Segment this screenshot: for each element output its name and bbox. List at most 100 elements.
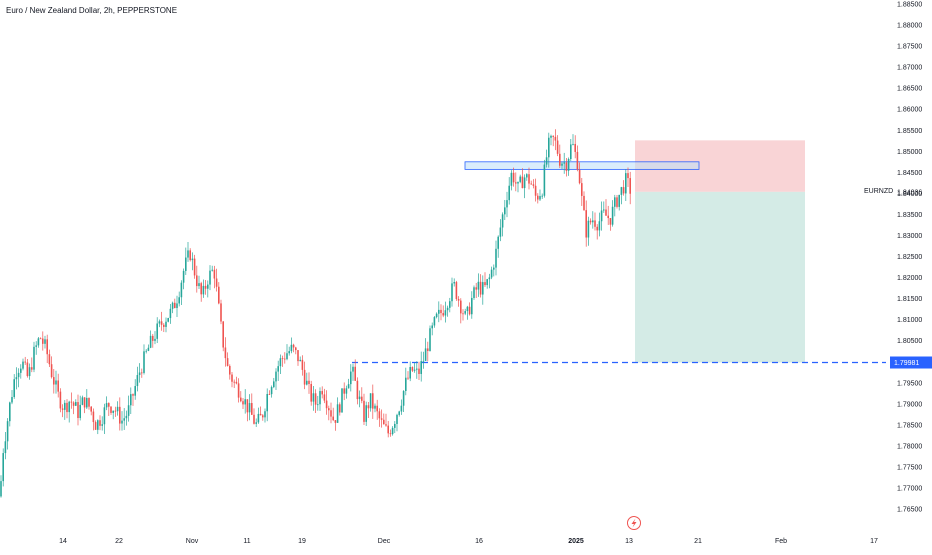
candle-body: [200, 283, 202, 295]
candle-body: [431, 325, 433, 329]
x-tick-label: 19: [298, 538, 306, 545]
candle-body: [189, 250, 191, 261]
candle-body: [266, 393, 268, 412]
y-tick-label: 1.85500: [897, 128, 922, 135]
candle-body: [578, 169, 581, 184]
candle-body: [103, 407, 106, 425]
candle-body: [424, 348, 427, 361]
y-tick-label: 1.83500: [897, 212, 922, 219]
candle-body: [70, 401, 73, 403]
candle-body: [13, 379, 15, 398]
candle-body: [479, 281, 482, 295]
candle-body: [215, 278, 218, 287]
candle-body: [347, 384, 350, 389]
candle-body: [532, 184, 535, 186]
candle-body: [451, 283, 453, 302]
candle-body: [345, 388, 348, 394]
candle-body: [262, 415, 264, 418]
candle-body: [152, 335, 154, 341]
candle-body: [411, 367, 414, 371]
y-tick-label: 1.85000: [897, 149, 922, 156]
candle-body: [541, 195, 543, 197]
candle-body: [473, 287, 475, 298]
x-tick-label: Feb: [775, 538, 787, 545]
candle-body: [332, 416, 334, 421]
candle-body: [160, 321, 163, 325]
candle-body: [517, 181, 519, 184]
candle-body: [453, 282, 455, 284]
x-tick-label: 13: [625, 538, 633, 545]
x-tick-label: 21: [694, 538, 702, 545]
candle-body: [204, 285, 207, 289]
y-tick-label: 1.77000: [897, 485, 922, 492]
candle-body: [495, 248, 497, 268]
candle-body: [361, 396, 363, 401]
candle-body: [244, 399, 246, 405]
candle-body: [497, 236, 499, 249]
candle-body: [275, 371, 277, 382]
candle-body: [545, 157, 548, 165]
candle-body: [171, 302, 174, 309]
candle-body: [567, 159, 570, 171]
candle-body: [44, 339, 46, 344]
candle-body: [134, 386, 136, 396]
candle-body: [2, 453, 4, 482]
candle-body: [583, 195, 585, 211]
candle-body: [198, 283, 200, 287]
x-tick-label: 11: [243, 538, 250, 545]
candle-body: [398, 411, 400, 415]
candle-body: [629, 178, 631, 194]
candle-body: [394, 423, 396, 428]
candle-body: [585, 210, 587, 238]
candle-body: [20, 368, 22, 373]
candle-body: [449, 301, 451, 308]
candle-body: [35, 345, 37, 347]
candle-body: [574, 143, 576, 152]
candle-body: [330, 410, 332, 417]
candle-body: [116, 406, 119, 412]
candle-body: [48, 354, 51, 365]
level-price-label: 1.79981: [894, 360, 919, 367]
candle-body: [57, 380, 59, 392]
candle-body: [196, 275, 198, 287]
candle-body: [587, 220, 590, 238]
candle-body: [616, 197, 618, 207]
candle-body: [600, 210, 603, 222]
candle-body: [565, 162, 568, 171]
candle-body: [493, 267, 495, 270]
candle-body: [457, 299, 460, 301]
candle-body: [0, 481, 2, 497]
candle-body: [33, 346, 35, 370]
y-tick-label: 1.79000: [897, 401, 922, 408]
candle-body: [193, 258, 196, 276]
candle-body: [464, 311, 466, 314]
candle-body: [625, 173, 627, 194]
candle-body: [154, 338, 156, 341]
y-tick-label: 1.80500: [897, 338, 922, 345]
candle-body: [79, 404, 81, 419]
candle-body: [24, 361, 26, 363]
candle-body: [286, 353, 288, 360]
candle-body: [554, 136, 557, 141]
candle-body: [119, 406, 121, 424]
candle-body: [369, 393, 372, 409]
candle-body: [246, 399, 249, 413]
candle-body: [138, 372, 141, 376]
candle-body: [251, 403, 253, 415]
lightning-icon[interactable]: [627, 516, 641, 530]
candle-body: [596, 226, 598, 231]
candle-body: [176, 303, 178, 309]
x-tick-label: 16: [475, 538, 483, 545]
y-tick-label: 1.78500: [897, 422, 922, 429]
candle-body: [341, 388, 343, 413]
candle-body: [319, 391, 321, 405]
candle-body: [17, 372, 20, 378]
candle-body: [240, 397, 242, 402]
candle-body: [211, 269, 213, 271]
candle-body: [488, 277, 491, 280]
candle-body: [59, 391, 62, 409]
candle-body: [420, 361, 422, 374]
y-tick-label: 1.82000: [897, 275, 922, 282]
